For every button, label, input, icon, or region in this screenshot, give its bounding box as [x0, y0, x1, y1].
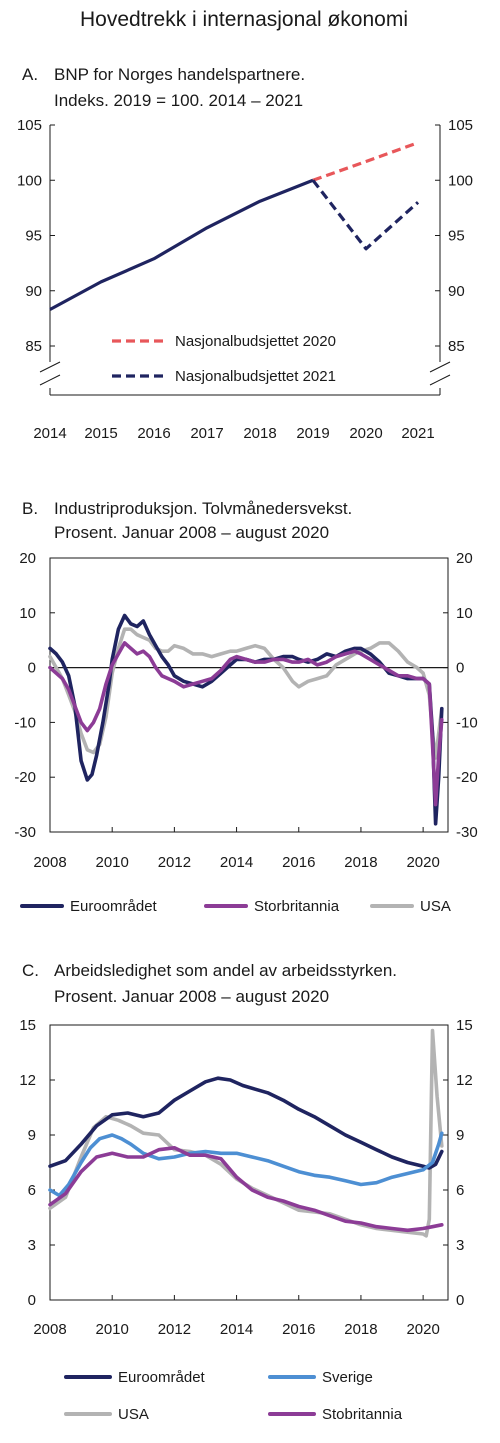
chart-panel-3: C. Arbeidsledighet som andel av arbeidsst…: [19, 961, 472, 1423]
series-line-1: [312, 141, 419, 182]
y-tick-label-left: 6: [28, 1182, 36, 1199]
legend-label: Stobritannia: [322, 1406, 403, 1423]
series-line-usa: [48, 1028, 444, 1238]
y-tick-label-right: -30: [456, 824, 478, 841]
y-tick-label-right: 10: [456, 605, 473, 622]
panel-title-line: Arbeidsledighet som andel av arbeidsstyr…: [54, 961, 397, 980]
x-tick-label: 2008: [33, 1321, 66, 1338]
y-tick-label-left: -30: [14, 824, 36, 841]
y-tick-label-left: 10: [19, 605, 36, 622]
x-tick-label: 2010: [96, 1321, 129, 1338]
break-mark-left: [39, 361, 61, 373]
x-tick-label: 2020: [406, 854, 439, 871]
x-tick-label: 2016: [282, 1321, 315, 1338]
y-tick-label-right: -20: [456, 769, 478, 786]
y-tick-label-left: 105: [17, 117, 42, 134]
x-tick-label: 2019: [296, 425, 329, 442]
y-tick-label-left: 9: [28, 1127, 36, 1144]
x-tick-label: 2008: [33, 854, 66, 871]
y-tick-label-left: 100: [17, 172, 42, 189]
y-tick-label-left: 90: [25, 283, 42, 300]
y-tick-label-right: 20: [456, 550, 473, 567]
x-tick-label: 2020: [349, 425, 382, 442]
plot-frame: [49, 1024, 449, 1301]
panel-title-line: Industriproduksjon. Tolvmånedersvekst.: [54, 499, 352, 518]
y-tick-label-left: 85: [25, 338, 42, 355]
panel-title-line: BNP for Norges handelspartnere.: [54, 65, 305, 84]
panel-title-line: Prosent. Januar 2008 – august 2020: [54, 987, 329, 1006]
legend-label: USA: [420, 898, 451, 915]
y-tick-label-left: 20: [19, 550, 36, 567]
y-tick-label-right: 105: [448, 117, 473, 134]
legend-label: Nasjonalbudsjettet 2021: [175, 368, 336, 385]
x-tick-label: 2010: [96, 854, 129, 871]
panel-title-line: Indeks. 2019 = 100. 2014 – 2021: [54, 91, 303, 110]
x-tick-label: 2014: [33, 425, 66, 442]
y-tick-label-right: 100: [448, 172, 473, 189]
x-tick-label: 2020: [406, 1321, 439, 1338]
series-line-2: [311, 179, 420, 251]
x-tick-label: 2018: [344, 854, 377, 871]
x-tick-label: 2014: [220, 854, 253, 871]
legend-label: Nasjonalbudsjettet 2020: [175, 333, 336, 350]
chart-panel-1: A. BNP for Norges handelspartnere. Indeks.…: [17, 65, 473, 442]
y-tick-label-right: 90: [448, 283, 465, 300]
x-tick-label: 2012: [158, 1321, 191, 1338]
y-tick-label-right: 0: [456, 660, 464, 677]
legend-label: USA: [118, 1406, 149, 1423]
legend-label: Euroområdet: [118, 1369, 206, 1386]
series-line-sverige: [48, 1131, 444, 1198]
y-tick-label-left: 12: [19, 1072, 36, 1089]
series-line-euroområdet: [48, 1076, 444, 1170]
y-tick-label-right: 12: [456, 1072, 473, 1089]
plot-frame: [49, 557, 449, 833]
y-tick-label-left: 3: [28, 1237, 36, 1254]
chart-panel-2: B. Industriproduksjon. Tolvmånedersvekst.…: [14, 499, 477, 915]
series-line-euroområdet: [48, 613, 444, 826]
panel-letter: B.: [22, 499, 38, 518]
legend-label: Sverige: [322, 1369, 373, 1386]
y-tick-label-right: 0: [456, 1292, 464, 1309]
x-tick-label: 2017: [190, 425, 223, 442]
panel-title-line: Prosent. Januar 2008 – august 2020: [54, 523, 329, 542]
y-tick-label-left: -20: [14, 769, 36, 786]
y-tick-label-right: 6: [456, 1182, 464, 1199]
y-tick-label-right: 9: [456, 1127, 464, 1144]
x-tick-label: 2021: [401, 425, 434, 442]
y-tick-label-right: 15: [456, 1017, 473, 1034]
panel-letter: C.: [22, 961, 39, 980]
series-line-storbritannia: [48, 641, 444, 807]
y-tick-label-left: 15: [19, 1017, 36, 1034]
y-tick-label-left: 0: [28, 1292, 36, 1309]
x-tick-label: 2018: [243, 425, 276, 442]
x-tick-label: 2014: [220, 1321, 253, 1338]
legend-label: Storbritannia: [254, 898, 340, 915]
break-mark-right: [429, 361, 451, 373]
y-tick-label-right: -10: [456, 714, 478, 731]
series-line-usa: [48, 627, 444, 760]
break-mark-left: [39, 374, 61, 386]
x-tick-label: 2012: [158, 854, 191, 871]
y-tick-label-left: 95: [25, 228, 42, 245]
x-tick-label: 2016: [137, 425, 170, 442]
y-tick-label-right: 95: [448, 228, 465, 245]
x-tick-label: 2018: [344, 1321, 377, 1338]
series-line-stobritannia: [48, 1146, 444, 1233]
y-tick-label-left: -10: [14, 714, 36, 731]
y-tick-label-right: 3: [456, 1237, 464, 1254]
figure-title: Hovedtrekk i internasjonal økonomi: [80, 8, 408, 31]
x-tick-label: 2016: [282, 854, 315, 871]
series-line-3: [49, 178, 314, 311]
break-mark-right: [429, 374, 451, 386]
y-tick-label-left: 0: [28, 660, 36, 677]
y-tick-label-right: 85: [448, 338, 465, 355]
panel-letter: A.: [22, 65, 38, 84]
legend-label: Euroområdet: [70, 898, 158, 915]
x-tick-label: 2015: [84, 425, 117, 442]
